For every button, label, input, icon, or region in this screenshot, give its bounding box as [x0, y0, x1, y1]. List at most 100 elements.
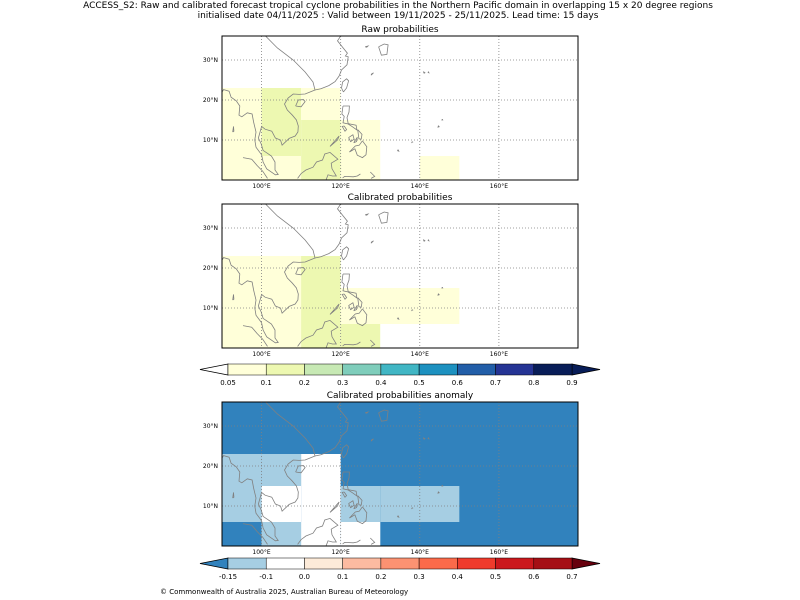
lat-tick-label: 30°N	[203, 423, 218, 430]
coastline	[370, 339, 376, 347]
coastline	[441, 287, 444, 289]
coastline	[348, 302, 355, 311]
coastline	[341, 491, 348, 498]
colorbar-segment	[342, 557, 382, 570]
colorbar-segment	[227, 363, 267, 376]
colorbar-extend-min	[199, 557, 229, 570]
coastline	[370, 438, 374, 442]
lat-tick-label: 20°N	[203, 265, 218, 272]
colorbar-tick-label: 0.7	[490, 379, 501, 387]
colorbar-tick-label: 0.6	[528, 573, 540, 581]
copyright-footer: © Commonwealth of Australia 2025, Austra…	[160, 588, 408, 596]
map-cell	[222, 454, 262, 522]
map-cell	[222, 88, 262, 180]
lat-tick-label: 20°N	[203, 97, 218, 104]
lon-tick-label: 100°E	[252, 351, 270, 358]
coastline	[297, 151, 339, 180]
coastline	[357, 129, 363, 140]
lon-tick-label: 140°E	[411, 549, 429, 556]
colorbar-segment	[304, 557, 343, 570]
coastline	[441, 485, 444, 487]
lon-tick-label: 120°E	[332, 549, 350, 556]
map-cell	[340, 324, 381, 348]
coastline	[341, 125, 348, 132]
coastline	[353, 304, 358, 312]
colorbar-segment	[533, 363, 573, 376]
lon-tick-label: 100°E	[252, 549, 270, 556]
coastline	[242, 523, 268, 545]
coastline	[348, 500, 355, 509]
lon-tick-label: 120°E	[332, 351, 350, 358]
coastline	[397, 149, 400, 152]
panel-title: Raw probabilities	[361, 25, 439, 35]
colorbar-extend-max	[571, 363, 601, 376]
lon-tick-label: 160°E	[490, 351, 508, 358]
lon-tick-label: 140°E	[411, 183, 429, 190]
colorbar-segment	[380, 557, 420, 570]
lat-tick-label: 10°N	[203, 503, 218, 510]
coastline	[349, 140, 368, 159]
map-cell	[301, 486, 341, 522]
colorbar-extend-max	[571, 557, 601, 570]
colorbar-tick-label: 0.6	[452, 379, 464, 387]
colorbar-tick-label: 0.8	[528, 379, 539, 387]
colorbar-tick-label: -0.15	[219, 573, 237, 581]
map-cell	[301, 120, 341, 180]
colorbar-tick-label: 0.05	[220, 379, 236, 387]
coastline	[437, 125, 440, 128]
coastline	[427, 437, 430, 440]
colorbar-segment	[495, 363, 535, 376]
coastline	[242, 157, 268, 179]
colorbar-tick-label: 0.0	[299, 573, 310, 581]
map-panel-3: 100°E 120°E 140°E 160°E 10°N 20°N 30°N Calibrat…	[203, 391, 579, 556]
colorbar-segment	[380, 363, 420, 376]
colorbar-segment	[342, 363, 382, 376]
colorbar-tick-label: 0.1	[261, 379, 272, 387]
coastline	[411, 141, 414, 144]
coastline	[427, 71, 430, 74]
colorbar-tick-label: 0.3	[337, 379, 348, 387]
colorbar-extend-min	[199, 363, 229, 376]
anomaly-colorbar: -0.15 -0.1 0.0 0.1 0.2 0.3 0.4 0.5 0.6 0.7	[199, 557, 601, 581]
coastline	[222, 36, 316, 176]
coastline	[349, 308, 368, 327]
map-frame	[221, 35, 579, 181]
coastline	[397, 515, 400, 518]
coastline	[365, 213, 370, 216]
coastline	[370, 171, 376, 179]
coastline	[341, 471, 358, 497]
coastline	[357, 297, 363, 308]
coastline	[370, 240, 374, 244]
coastline	[422, 437, 426, 440]
coastline	[341, 444, 350, 459]
probability-colorbar: 0.05 0.1 0.2 0.3 0.4 0.5 0.6 0.7 0.8 0.9	[199, 363, 601, 387]
lat-tick-label: 30°N	[203, 225, 218, 232]
coastline	[314, 402, 349, 457]
map-cell	[222, 256, 262, 348]
map-cell	[340, 288, 460, 324]
map-frame	[221, 203, 579, 349]
coastline	[437, 491, 440, 494]
coastline	[378, 409, 389, 422]
coastline	[297, 319, 339, 348]
map-cell	[261, 156, 302, 180]
lon-tick-label: 120°E	[332, 183, 350, 190]
map-cell	[222, 522, 262, 546]
coastline	[342, 341, 361, 347]
colorbar-segment	[533, 557, 573, 570]
map-cell	[340, 120, 381, 180]
colorbar-tick-label: -0.1	[259, 573, 273, 581]
colorbar-tick-label: 0.3	[414, 573, 425, 581]
colorbar-segment	[495, 557, 535, 570]
coastline	[441, 119, 444, 121]
coastline	[349, 506, 368, 525]
coastline	[411, 309, 414, 312]
coastline	[348, 134, 355, 143]
coastline	[222, 402, 316, 542]
colorbar-segment	[265, 363, 305, 376]
map-frame	[221, 401, 579, 547]
colorbar-segment	[418, 363, 458, 376]
coastline	[232, 492, 235, 499]
coastline	[329, 135, 340, 147]
map-cell	[261, 256, 302, 348]
